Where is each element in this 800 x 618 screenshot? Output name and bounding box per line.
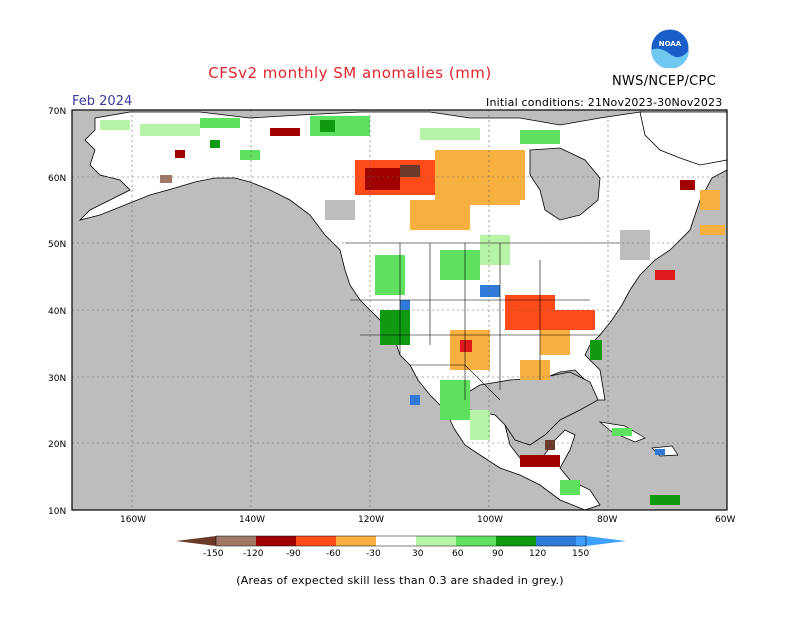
svg-text:NOAA: NOAA xyxy=(659,40,682,48)
cell-blue xyxy=(480,285,500,297)
colorbar-label: -120 xyxy=(243,549,264,559)
cell-dark-red xyxy=(270,128,300,136)
cell-dark-green xyxy=(320,120,335,132)
colorbar-swatch xyxy=(536,536,576,546)
cell-green xyxy=(310,116,370,136)
map-panel xyxy=(71,109,728,511)
lat-label: 40N xyxy=(48,307,66,317)
lat-label: 60N xyxy=(48,174,66,184)
colorbar-label: -90 xyxy=(286,549,301,559)
map-border xyxy=(71,109,728,511)
longitude-labels: 160W 140W 120W 100W 80W 60W xyxy=(120,515,735,525)
us-mexico-border xyxy=(410,364,501,401)
colorbar-swatch xyxy=(376,536,416,546)
lat-label: 50N xyxy=(48,240,66,250)
cell-darkest-brown xyxy=(400,165,420,177)
hudson-bay xyxy=(529,147,601,221)
cell-orange xyxy=(700,225,725,235)
colorbar-swatch xyxy=(216,536,256,546)
lon-label: 120W xyxy=(358,515,384,525)
cell-red xyxy=(555,310,595,330)
colorbar-label: 90 xyxy=(492,549,504,559)
colorbar-swatch xyxy=(296,536,336,546)
lat-label: 70N xyxy=(48,107,66,117)
colorbar-right-arrow xyxy=(586,536,626,546)
cell-green xyxy=(520,130,560,144)
colorbar-outline xyxy=(215,535,587,547)
colorbar-swatch xyxy=(576,536,586,546)
cell-green xyxy=(240,150,260,160)
cell-blue xyxy=(655,449,665,455)
lon-label: 60W xyxy=(715,515,735,525)
cell-low-skill xyxy=(620,230,650,260)
cell-low-skill xyxy=(325,200,355,220)
cell-blue xyxy=(410,395,420,405)
cell-dark-green xyxy=(590,340,602,360)
cell-orange xyxy=(700,190,720,210)
noaa-logo-icon: NOAA xyxy=(650,28,690,68)
colorbar-label: 120 xyxy=(529,549,546,559)
lon-label: 140W xyxy=(239,515,265,525)
cell-red xyxy=(655,270,675,280)
cell-green xyxy=(375,255,405,295)
graticule xyxy=(72,110,727,510)
cell-brown xyxy=(160,175,172,183)
colorbar-swatch xyxy=(416,536,456,546)
anomaly-cells xyxy=(100,116,725,505)
cell-dark-red xyxy=(520,455,560,467)
colorbar-label: -150 xyxy=(203,549,224,559)
cell-dark-red xyxy=(365,168,400,190)
colorbar-swatch xyxy=(336,536,376,546)
cell-green xyxy=(560,480,580,495)
colorbar-swatch xyxy=(496,536,536,546)
political-boundaries xyxy=(345,242,620,401)
cell-blue xyxy=(400,300,410,310)
colorbar-label: -60 xyxy=(326,549,341,559)
lat-label: 10N xyxy=(48,507,66,517)
lon-label: 100W xyxy=(477,515,503,525)
colorbar-label: 60 xyxy=(452,549,464,559)
cell-dark-red xyxy=(680,180,695,190)
colorbar-label: 150 xyxy=(572,549,589,559)
cell-dark-green xyxy=(650,495,680,505)
cell-darkest-brown xyxy=(545,440,555,450)
latitude-labels: 70N 60N 50N 40N 30N 20N 10N xyxy=(48,107,66,517)
cell-orange xyxy=(540,330,570,355)
cell-orange xyxy=(470,175,520,205)
cell-dark-green xyxy=(380,310,410,345)
lat-label: 30N xyxy=(48,374,66,384)
cell-green xyxy=(440,380,470,420)
colorbar-label: 30 xyxy=(412,549,424,559)
colorbar-left-arrow xyxy=(176,536,216,546)
cell-dark-green xyxy=(210,140,220,148)
lon-label: 80W xyxy=(597,515,617,525)
cell-light-green xyxy=(470,410,490,440)
cell-green xyxy=(440,250,480,280)
lat-label: 20N xyxy=(48,440,66,450)
agency-label: NWS/NCEP/CPC xyxy=(612,74,717,89)
cell-light-green xyxy=(420,128,480,140)
cell-green xyxy=(612,428,632,436)
cell-orange xyxy=(410,200,470,230)
map-title: CFSv2 monthly SM anomalies (mm) xyxy=(208,64,492,82)
cell-orange xyxy=(520,360,550,380)
cell-light-green xyxy=(100,120,130,130)
colorbar-label: -30 xyxy=(366,549,381,559)
cell-light-green xyxy=(480,235,510,265)
cell-light-green xyxy=(140,124,200,136)
cell-green xyxy=(200,118,240,128)
colorbar: -150 -120 -90 -60 -30 30 60 90 120 150 xyxy=(176,535,626,559)
forecast-month: Feb 2024 xyxy=(72,94,133,109)
cell-red xyxy=(460,340,472,352)
initial-conditions: Initial conditions: 21Nov2023-30Nov2023 xyxy=(486,96,723,109)
cell-red xyxy=(505,295,555,330)
colorbar-swatch xyxy=(256,536,296,546)
colorbar-swatch xyxy=(456,536,496,546)
lon-label: 160W xyxy=(120,515,146,525)
skill-footnote: (Areas of expected skill less than 0.3 a… xyxy=(236,574,564,587)
cell-dark-red xyxy=(175,150,185,158)
